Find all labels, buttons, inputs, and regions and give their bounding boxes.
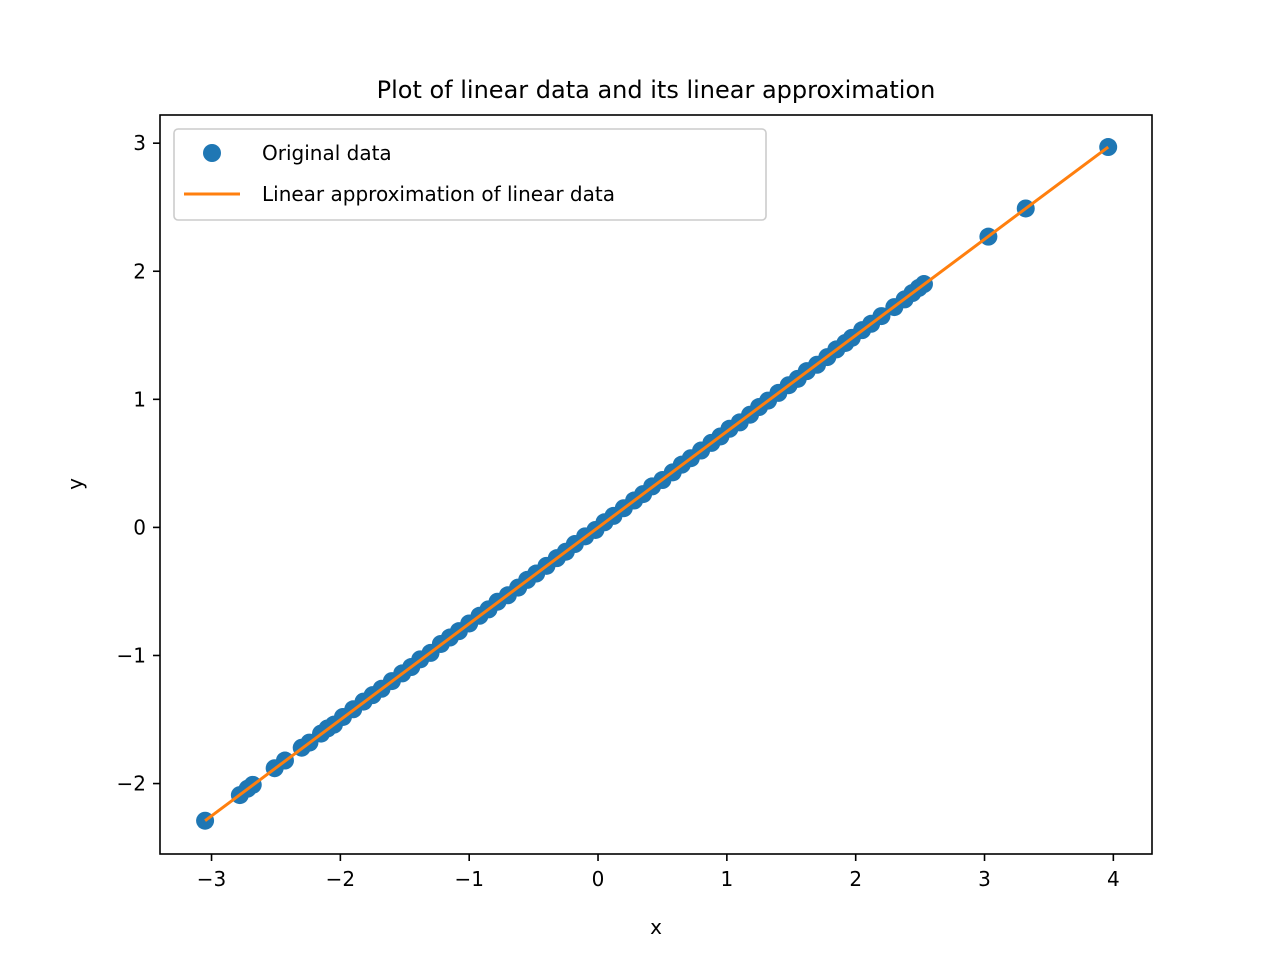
x-tick-label: 4 [1107,867,1120,891]
x-axis-label: x [650,915,662,939]
y-axis-ticks: −2 −1 0 1 2 3 [117,131,160,796]
legend-box [173,128,767,221]
x-tick-label: −1 [454,867,483,891]
legend-marker-original-data [203,144,221,162]
y-tick-label: −2 [117,772,146,796]
x-tick-label: −2 [326,867,355,891]
y-tick-label: 3 [133,131,146,155]
x-tick-label: −3 [197,867,226,891]
legend: Original data Linear approximation of li… [173,128,767,221]
y-tick-label: 0 [133,515,146,539]
x-tick-label: 2 [849,867,862,891]
x-tick-label: 1 [720,867,733,891]
y-axis-label: y [63,478,87,490]
y-tick-label: 1 [133,387,146,411]
axes-frame [159,114,1153,855]
x-axis-ticks: −3 −2 −1 0 1 2 3 4 [197,854,1120,891]
legend-label-linear-approximation: Linear approximation of linear data [262,182,615,206]
y-tick-label: 2 [133,259,146,283]
y-tick-label: −1 [117,643,146,667]
x-tick-label: 0 [592,867,605,891]
chart-title: Plot of linear data and its linear appro… [377,76,936,104]
plot-area [196,138,1118,830]
fit-line [204,145,1110,822]
x-tick-label: 3 [978,867,991,891]
legend-label-original-data: Original data [262,141,392,165]
